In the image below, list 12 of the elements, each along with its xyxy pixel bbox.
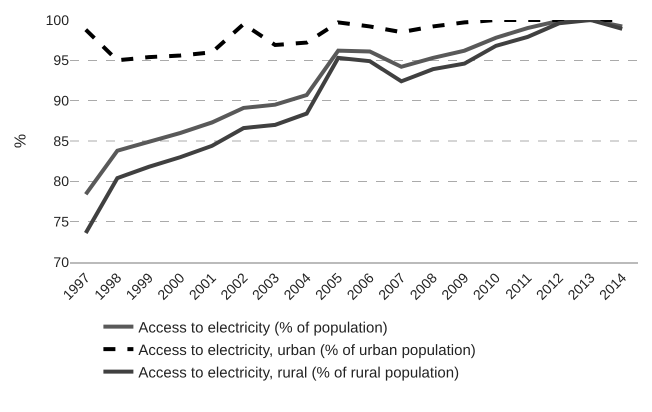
y-tick-label: 80 — [53, 173, 70, 190]
line-series — [84, 20, 624, 235]
y-tick-label: 90 — [53, 92, 70, 109]
legend-label: Access to electricity, rural (% of rural population) — [138, 364, 460, 382]
legend-label: Access to electricity (% of population) — [138, 320, 388, 336]
y-tick-label: 100 — [46, 12, 70, 28]
y-axis-title: % — [12, 134, 30, 148]
y-tick-label: 95 — [53, 52, 70, 68]
legend-label: Access to electricity, urban (% of urban population) — [138, 342, 476, 359]
y-tick-label: 85 — [53, 132, 70, 149]
y-tick-label: 75 — [53, 214, 70, 230]
y-tick-label: 70 — [53, 254, 70, 270]
